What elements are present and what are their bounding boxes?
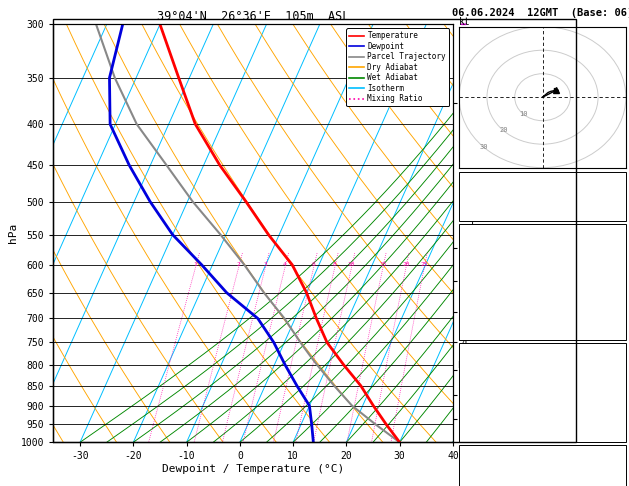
Text: 332: 332 bbox=[606, 380, 623, 388]
Text: 10: 10 bbox=[519, 111, 527, 117]
Text: CIN (J): CIN (J) bbox=[464, 429, 504, 438]
Text: 150: 150 bbox=[606, 327, 623, 336]
Text: -2: -2 bbox=[611, 396, 623, 405]
Text: Lifted Index: Lifted Index bbox=[464, 294, 533, 303]
Text: K: K bbox=[464, 175, 470, 184]
Text: SREH: SREH bbox=[464, 482, 487, 486]
Text: 06.06.2024  12GMT  (Base: 06): 06.06.2024 12GMT (Base: 06) bbox=[452, 8, 629, 18]
Text: 20: 20 bbox=[499, 127, 508, 133]
Text: CAPE (J): CAPE (J) bbox=[464, 311, 510, 319]
Text: CIN (J): CIN (J) bbox=[464, 327, 504, 336]
Text: Temp (°C): Temp (°C) bbox=[464, 244, 516, 253]
Text: 150: 150 bbox=[606, 429, 623, 438]
Text: 29: 29 bbox=[611, 175, 623, 184]
Text: 2: 2 bbox=[237, 261, 240, 267]
Text: Most Unstable: Most Unstable bbox=[505, 347, 580, 355]
Text: 1001: 1001 bbox=[599, 363, 623, 372]
Text: 44: 44 bbox=[611, 482, 623, 486]
Text: PW (cm): PW (cm) bbox=[464, 208, 504, 217]
Title: 39°04'N  26°36'E  105m  ASL: 39°04'N 26°36'E 105m ASL bbox=[157, 10, 349, 23]
Text: Dewp (°C): Dewp (°C) bbox=[464, 261, 516, 270]
Text: 332: 332 bbox=[606, 278, 623, 286]
Text: 508: 508 bbox=[606, 413, 623, 421]
Text: Surface: Surface bbox=[523, 228, 562, 237]
Text: -2: -2 bbox=[611, 294, 623, 303]
Text: 30: 30 bbox=[480, 143, 489, 150]
Text: 8: 8 bbox=[333, 261, 337, 267]
Text: 10: 10 bbox=[347, 261, 355, 267]
Text: Pressure (mb): Pressure (mb) bbox=[464, 363, 539, 372]
Text: 2.75: 2.75 bbox=[599, 208, 623, 217]
Text: LCL: LCL bbox=[457, 361, 472, 370]
Text: -9: -9 bbox=[611, 465, 623, 474]
Text: 13.8: 13.8 bbox=[599, 261, 623, 270]
Text: 25: 25 bbox=[420, 261, 428, 267]
Text: 3: 3 bbox=[263, 261, 267, 267]
Text: 508: 508 bbox=[606, 311, 623, 319]
Text: Totals Totals: Totals Totals bbox=[464, 192, 539, 201]
Text: Hodograph: Hodograph bbox=[516, 449, 569, 457]
Text: © weatheronline.co.uk: © weatheronline.co.uk bbox=[490, 471, 595, 480]
X-axis label: Dewpoint / Temperature (°C): Dewpoint / Temperature (°C) bbox=[162, 464, 344, 474]
Legend: Temperature, Dewpoint, Parcel Trajectory, Dry Adiabat, Wet Adiabat, Isotherm, Mi: Temperature, Dewpoint, Parcel Trajectory… bbox=[346, 28, 449, 106]
Text: 1: 1 bbox=[193, 261, 197, 267]
Text: 50: 50 bbox=[611, 192, 623, 201]
Text: 15: 15 bbox=[379, 261, 386, 267]
Text: 30: 30 bbox=[611, 244, 623, 253]
Text: 4: 4 bbox=[283, 261, 287, 267]
Text: Lifted Index: Lifted Index bbox=[464, 396, 533, 405]
Text: 20: 20 bbox=[402, 261, 409, 267]
Text: CAPE (J): CAPE (J) bbox=[464, 413, 510, 421]
Y-axis label: km
ASL: km ASL bbox=[470, 223, 488, 244]
Y-axis label: hPa: hPa bbox=[8, 223, 18, 243]
Text: θᴇ (K): θᴇ (K) bbox=[464, 380, 499, 388]
Text: EH: EH bbox=[464, 465, 476, 474]
Text: 6: 6 bbox=[311, 261, 315, 267]
Text: kt: kt bbox=[459, 17, 471, 27]
Text: θᴇ(K): θᴇ(K) bbox=[464, 278, 493, 286]
